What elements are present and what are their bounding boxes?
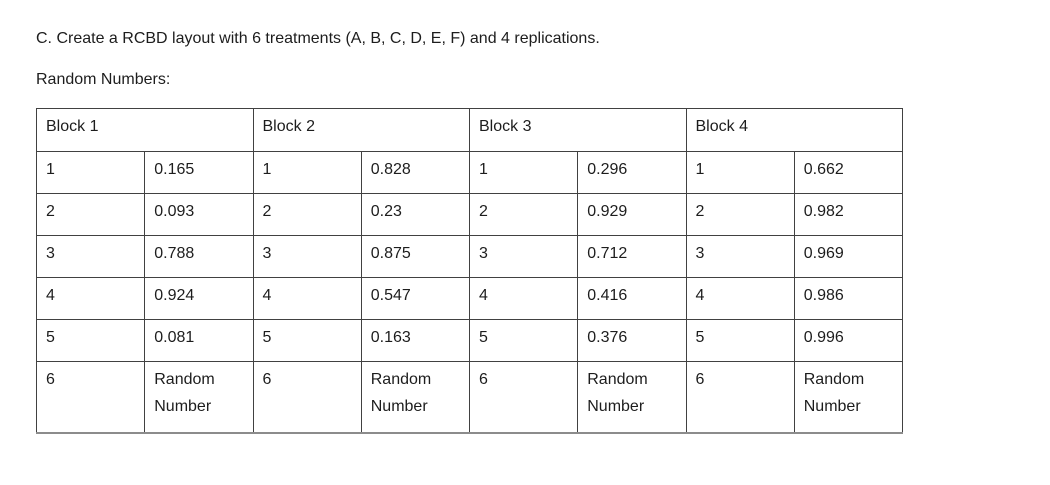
block-1-row-1-value: 0.165 xyxy=(144,151,254,194)
block-3-row-2-value: 0.929 xyxy=(577,193,687,236)
block-3-header: Block 3 xyxy=(469,108,687,152)
random-numbers-label: Random Numbers: xyxy=(36,71,171,88)
block-4-row-4-index: 4 xyxy=(685,277,795,320)
block-1-row-5-index: 5 xyxy=(35,319,146,362)
block-4-row-3-index: 3 xyxy=(685,235,795,278)
block-1-row-5-value: 0.081 xyxy=(144,319,254,362)
block-3-row-4-index: 4 xyxy=(468,277,579,320)
block-1-row-1-index: 1 xyxy=(35,151,146,194)
block-3-row-6-index: 6 xyxy=(468,361,579,433)
table-row: 2 0.093 2 0.23 2 0.929 2 0.982 xyxy=(35,193,904,236)
block-2-header: Block 2 xyxy=(252,108,470,152)
block-3-row-1-index: 1 xyxy=(468,151,579,194)
table-header-row: Block 1 Block 2 Block 3 Block 4 xyxy=(36,108,903,152)
block-1-row-3-index: 3 xyxy=(35,235,146,278)
block-3-row-3-index: 3 xyxy=(468,235,579,278)
block-1-random-number-placeholder: Random Number xyxy=(144,361,254,433)
block-3-row-4-value: 0.416 xyxy=(577,277,687,320)
block-4-row-6-index: 6 xyxy=(685,361,795,433)
block-1-row-6-index: 6 xyxy=(35,361,146,433)
block-4-random-number-placeholder: Random Number xyxy=(793,361,904,433)
block-2-row-4-index: 4 xyxy=(252,277,362,320)
document-page: C. Create a RCBD layout with 6 treatment… xyxy=(35,30,904,434)
table-row: 5 0.081 5 0.163 5 0.376 5 0.996 xyxy=(35,319,904,362)
block-4-row-4-value: 0.986 xyxy=(793,277,904,320)
table-row: 6 Random Number 6 Random Number 6 Random… xyxy=(35,361,904,433)
block-4-header: Block 4 xyxy=(685,108,903,152)
table-row: 3 0.788 3 0.875 3 0.712 3 0.969 xyxy=(35,235,904,278)
block-2-row-5-value: 0.163 xyxy=(360,319,471,362)
block-1-row-4-index: 4 xyxy=(35,277,146,320)
block-4-row-5-value: 0.996 xyxy=(793,319,904,362)
random-numbers-table: Block 1 Block 2 Block 3 Block 4 1 0.165 … xyxy=(35,108,904,434)
question-text: C. Create a RCBD layout with 6 treatment… xyxy=(36,30,600,47)
block-2-row-6-index: 6 xyxy=(252,361,362,433)
block-2-row-1-value: 0.828 xyxy=(360,151,471,194)
block-1-row-3-value: 0.788 xyxy=(144,235,254,278)
block-4-row-1-value: 0.662 xyxy=(793,151,904,194)
block-2-row-2-value: 0.23 xyxy=(360,193,471,236)
block-1-row-2-index: 2 xyxy=(35,193,146,236)
block-3-row-2-index: 2 xyxy=(468,193,579,236)
block-4-row-2-value: 0.982 xyxy=(793,193,904,236)
block-4-row-2-index: 2 xyxy=(685,193,795,236)
block-4-row-3-value: 0.969 xyxy=(793,235,904,278)
table-row: 1 0.165 1 0.828 1 0.296 1 0.662 xyxy=(35,151,904,194)
block-1-row-4-value: 0.924 xyxy=(144,277,254,320)
block-2-row-1-index: 1 xyxy=(252,151,362,194)
block-2-row-4-value: 0.547 xyxy=(360,277,471,320)
block-2-row-5-index: 5 xyxy=(252,319,362,362)
block-2-row-3-value: 0.875 xyxy=(360,235,471,278)
block-3-row-5-value: 0.376 xyxy=(577,319,687,362)
block-3-row-3-value: 0.712 xyxy=(577,235,687,278)
block-3-row-1-value: 0.296 xyxy=(577,151,687,194)
block-3-row-5-index: 5 xyxy=(468,319,579,362)
block-2-row-2-index: 2 xyxy=(252,193,362,236)
block-2-random-number-placeholder: Random Number xyxy=(360,361,471,433)
block-1-row-2-value: 0.093 xyxy=(144,193,254,236)
table-row: 4 0.924 4 0.547 4 0.416 4 0.986 xyxy=(35,277,904,320)
block-4-row-5-index: 5 xyxy=(685,319,795,362)
block-2-row-3-index: 3 xyxy=(252,235,362,278)
block-4-row-1-index: 1 xyxy=(685,151,795,194)
block-1-header: Block 1 xyxy=(36,108,254,152)
block-3-random-number-placeholder: Random Number xyxy=(577,361,687,433)
